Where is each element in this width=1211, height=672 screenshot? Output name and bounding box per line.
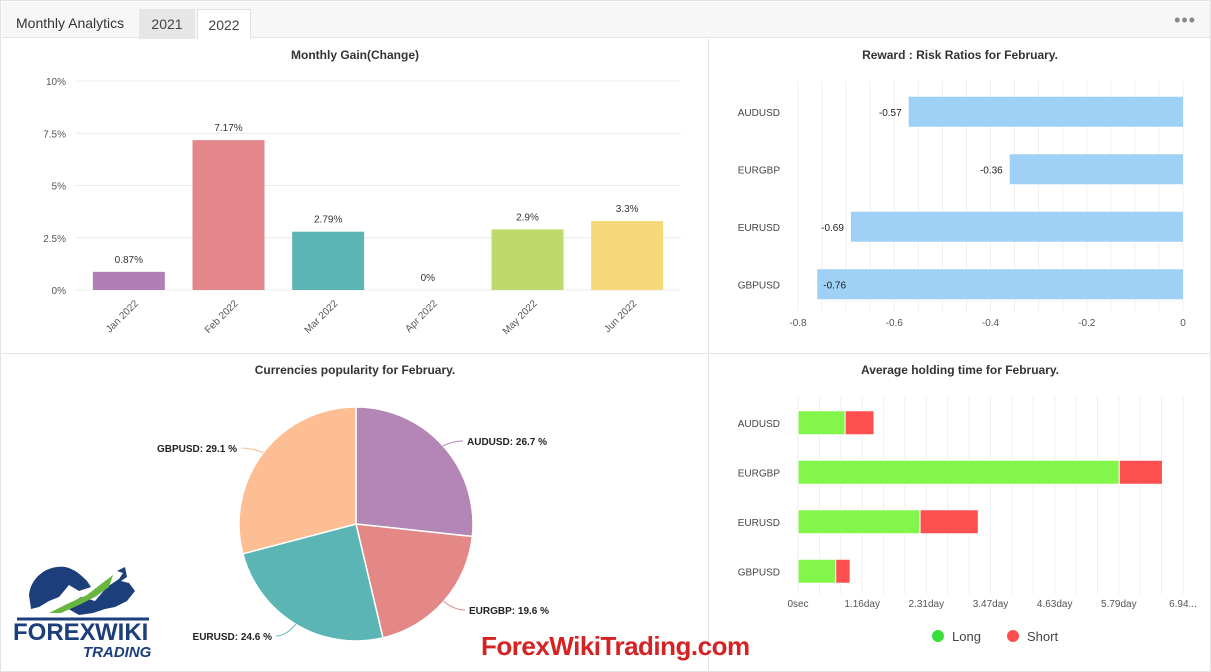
y-tick-label: 0% xyxy=(52,286,67,297)
x-tick-label: 4.63day xyxy=(1037,599,1073,610)
bar xyxy=(850,211,1183,242)
watermark-text: ForexWikiTrading.com xyxy=(481,631,750,661)
pie-label: EURUSD: 24.6 % xyxy=(193,632,273,643)
panel-divider xyxy=(708,354,709,670)
risk-ratio-chart: -0.8 -0.6 -0.4 -0.2 0 AUDUSD -0.57 EURGBP -0.36 E… xyxy=(738,81,1186,329)
data-label: 7.17% xyxy=(214,123,242,134)
y-tick-label: EURUSD xyxy=(738,223,780,234)
legend-short-label: Short xyxy=(1027,629,1059,644)
x-tick-label: 5.79day xyxy=(1101,599,1137,610)
panel-divider xyxy=(709,353,1211,354)
y-tick-label: AUDUSD xyxy=(738,108,780,119)
y-tick-label: 5% xyxy=(52,182,67,193)
data-label: 2.9% xyxy=(516,212,539,223)
pie-connector xyxy=(240,447,264,454)
tab-2022[interactable]: 2022 xyxy=(197,9,251,39)
pie-slice xyxy=(238,406,357,555)
bar-long xyxy=(797,509,921,535)
x-tick-label: -0.4 xyxy=(982,318,1000,329)
x-tick-label: Jan 2022 xyxy=(104,298,141,335)
bar-long xyxy=(797,558,837,584)
x-tick-label: Jun 2022 xyxy=(602,298,639,335)
x-tick-label: Apr 2022 xyxy=(403,298,440,335)
x-tick-label: 0 xyxy=(1180,318,1186,329)
pie-label: EURGBP: 19.6 % xyxy=(469,606,549,617)
pie-connector xyxy=(275,624,297,637)
holding-time-title: Average holding time for February. xyxy=(860,363,1060,377)
data-label: 0% xyxy=(421,273,436,284)
x-tick-label: Mar 2022 xyxy=(303,298,341,336)
y-tick-label: 7.5% xyxy=(43,129,66,140)
data-label: -0.57 xyxy=(879,108,902,119)
monthly-gain-title: Monthly Gain(Change) xyxy=(291,48,419,62)
legend-short-dot xyxy=(1007,630,1019,642)
y-tick-label: GBPUSD xyxy=(738,280,780,291)
y-tick-label: AUDUSD xyxy=(738,419,780,430)
pie-connector xyxy=(443,600,466,611)
x-tick-label: 0sec xyxy=(787,599,808,610)
bar xyxy=(1009,154,1183,185)
pie-slice xyxy=(241,523,384,642)
x-tick-label: -0.6 xyxy=(886,318,904,329)
y-tick-label: GBPUSD xyxy=(738,567,780,578)
x-tick-label: -0.8 xyxy=(789,318,807,329)
bar xyxy=(192,140,265,290)
more-horizontal-icon[interactable]: ••• xyxy=(1174,10,1196,30)
logo-word-trading: TRADING xyxy=(83,644,152,661)
bar xyxy=(591,221,664,290)
logo-word-forex: FOREX xyxy=(13,619,96,646)
legend-short[interactable]: Short xyxy=(1007,629,1058,644)
monthly-gain-chart: 0% 2.5% 5% 7.5% 10% 0.87% Jan 2022 7.17% Feb 202… xyxy=(43,77,681,337)
bar xyxy=(908,96,1183,127)
bar xyxy=(491,229,564,290)
y-tick-label: EURGBP xyxy=(738,468,781,479)
pie-slice xyxy=(355,406,474,538)
tab-2021[interactable]: 2021 xyxy=(139,9,195,39)
legend-long-label: Long xyxy=(952,629,981,644)
bar xyxy=(292,231,365,290)
bar-long xyxy=(797,459,1120,485)
x-tick-label: Feb 2022 xyxy=(203,298,241,336)
widget-title: Monthly Analytics xyxy=(16,15,125,31)
bar-long xyxy=(797,410,846,436)
bar-short xyxy=(1118,459,1163,485)
bar-short xyxy=(919,509,979,535)
logo-word-wiki: WIKI xyxy=(95,619,149,646)
pie-connector xyxy=(442,440,464,447)
x-tick-label: -0.2 xyxy=(1078,318,1096,329)
data-label: -0.76 xyxy=(823,280,846,291)
risk-ratio-title: Reward : Risk Ratios for February. xyxy=(862,48,1058,62)
forex-wiki-logo: FOREX WIKI TRADING xyxy=(9,557,159,665)
popularity-title: Currencies popularity for February. xyxy=(254,363,456,377)
bull-bear-logo-icon xyxy=(17,566,149,621)
x-tick-label: May 2022 xyxy=(501,298,540,337)
currencies-popularity-chart: AUDUSD: 26.7 % EURGBP: 19.6 % EURUSD: 24.6… xyxy=(157,406,549,643)
data-label: 0.87% xyxy=(115,255,143,266)
data-label: -0.36 xyxy=(980,165,1003,176)
bar-short xyxy=(844,410,875,436)
x-tick-label: 3.47day xyxy=(973,599,1009,610)
bar-short xyxy=(835,558,851,584)
panel-divider xyxy=(708,39,709,353)
widget-header: Monthly Analytics 2021 2022 ••• xyxy=(2,2,1210,39)
y-tick-label: EURGBP xyxy=(738,165,781,176)
x-tick-label: 1.16day xyxy=(844,599,880,610)
x-tick-label: 2.31day xyxy=(909,599,945,610)
pie-label: GBPUSD: 29.1 % xyxy=(157,444,237,455)
bar xyxy=(817,269,1183,300)
legend-long[interactable]: Long xyxy=(932,629,981,644)
data-label: -0.69 xyxy=(821,223,844,234)
panel-divider xyxy=(2,353,708,354)
y-tick-label: EURUSD xyxy=(738,518,780,529)
holding-time-chart: 0sec 1.16day 2.31day 3.47day 4.63day 5.79day 6… xyxy=(738,396,1197,610)
y-tick-label: 10% xyxy=(46,77,66,88)
pie-label: AUDUSD: 26.7 % xyxy=(467,437,547,448)
data-label: 2.79% xyxy=(314,215,342,226)
data-label: 3.3% xyxy=(616,204,639,215)
x-tick-label: 6.94... xyxy=(1169,599,1197,610)
y-tick-label: 2.5% xyxy=(43,234,66,245)
bar xyxy=(92,271,165,290)
legend-long-dot xyxy=(932,630,944,642)
